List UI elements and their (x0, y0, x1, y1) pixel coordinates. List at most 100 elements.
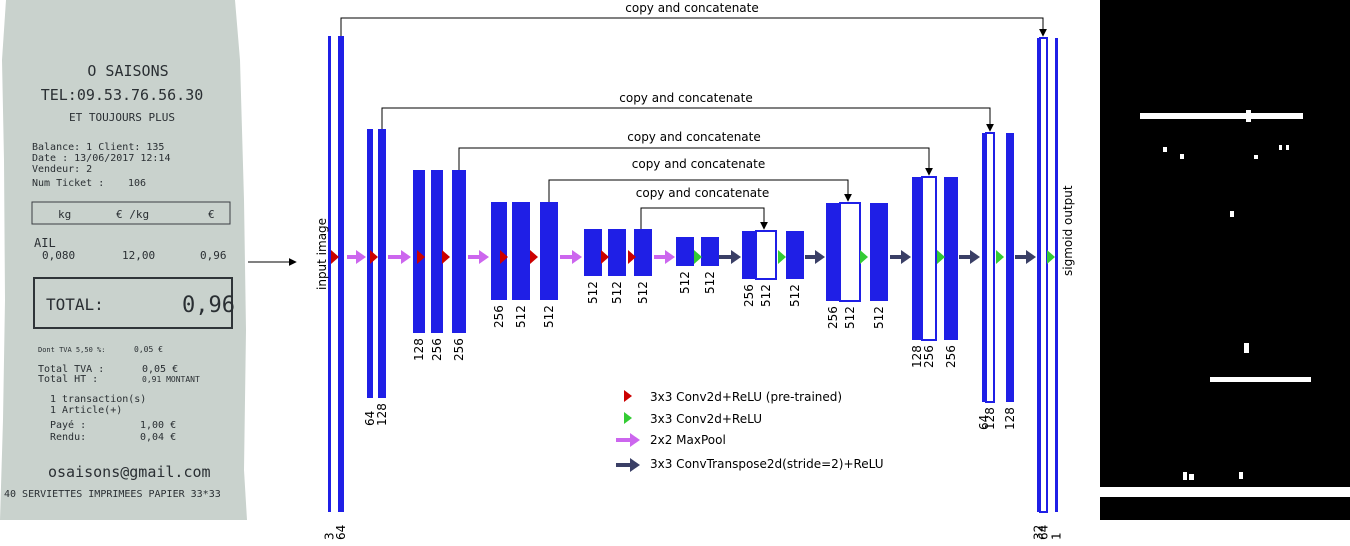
channel-label: 1 (1050, 532, 1064, 540)
receipt-col-eur-kg: € /kg (116, 208, 149, 221)
input-image-label: input image (315, 218, 329, 290)
feature-map (1037, 38, 1040, 512)
receipt-total-tva-value: 0,05 € (142, 364, 178, 375)
feature-map (413, 170, 425, 333)
channel-label: 128 (1003, 407, 1017, 430)
channel-label: 512 (678, 271, 692, 294)
channel-label: 64 (363, 411, 377, 426)
conv-pretrained-marker (331, 250, 339, 264)
feature-map-concat (839, 202, 861, 302)
feature-map (540, 202, 558, 300)
navy-arrow-icon (616, 458, 640, 472)
copy-concat-label: copy and concatenate (625, 1, 759, 15)
channel-label: 256 (742, 284, 756, 307)
conv-marker (937, 250, 945, 264)
feature-map (676, 237, 694, 266)
feature-map (512, 202, 530, 300)
feature-map (378, 129, 386, 398)
legend: 3x3 Conv2d+ReLU (pre-trained) 3x3 Conv2d… (616, 390, 884, 472)
channel-label: 3 (323, 532, 337, 540)
feature-map-concat (921, 176, 937, 341)
feature-map-concat (1039, 37, 1048, 513)
feature-map (491, 202, 507, 300)
copy-concat-label: copy and concatenate (636, 186, 770, 200)
feature-map (912, 177, 922, 340)
channel-label: 128 (910, 345, 924, 368)
receipt-total-label: TOTAL: (46, 295, 104, 314)
receipt-footer: 40 SERVIETTES IMPRIMEES PAPIER 33*33 (4, 489, 221, 500)
receipt-total-ht-label: Total HT : (38, 374, 98, 385)
receipt-total-value: 0,96 (182, 293, 235, 318)
channel-label: 512 (610, 281, 624, 304)
receipt-item-qty: 0,080 (42, 249, 75, 262)
copy-concat-label: copy and concatenate (632, 157, 766, 171)
channel-label: 128 (412, 338, 426, 361)
feature-map (1006, 133, 1014, 402)
channel-label: 512 (586, 281, 600, 304)
channel-label: 256 (826, 306, 840, 329)
channel-label: 256 (492, 305, 506, 328)
feature-map (634, 229, 652, 276)
maxpool-arrow (572, 250, 582, 264)
purple-arrow-icon (616, 433, 640, 447)
channel-label: 512 (872, 306, 886, 329)
red-triangle-icon (624, 390, 632, 402)
channel-label: 512 (542, 305, 556, 328)
receipt-transactions: 1 transaction(s) (50, 394, 146, 405)
copy-concat-connector (458, 147, 933, 176)
receipt-tva-detail: Dont TVA 5,50 %: (38, 346, 105, 354)
conv-marker (694, 250, 702, 264)
channel-label: 64 (977, 415, 991, 430)
receipt-vendeur: Vendeur: 2 (32, 164, 92, 175)
copy-concat-connector (340, 17, 1047, 37)
upconv-arrow (970, 250, 980, 264)
channel-label: 64 (1037, 525, 1051, 540)
receipt-email: osaisons@gmail.com (48, 463, 211, 481)
feature-map (338, 36, 344, 512)
copy-concat-label: copy and concatenate (627, 130, 761, 144)
conv-marker (778, 250, 786, 264)
receipt-ticket-label: Num Ticket : (32, 178, 104, 189)
receipt-balance: Balance: 1 Client: 135 (32, 142, 164, 153)
feature-map (328, 36, 331, 512)
receipt-item-price: 12,00 (122, 249, 155, 262)
feature-map (826, 203, 840, 301)
channel-label: 32 (1032, 525, 1046, 540)
feature-map-blocks (328, 36, 1058, 513)
channel-label: 256 (944, 345, 958, 368)
channel-label: 512 (843, 306, 857, 329)
feature-map (431, 170, 443, 333)
receipt-rendu-value: 0,04 € (140, 432, 176, 443)
upconv-arrow (731, 250, 741, 264)
channel-label: 256 (922, 345, 936, 368)
conv-pretrained-marker (500, 250, 508, 264)
maxpool-arrow (356, 250, 366, 264)
channel-label: 64 (334, 525, 348, 540)
copy-concat-connector (640, 207, 768, 230)
feature-map (742, 231, 756, 279)
receipt-phone: TEL:09.53.76.56.30 (41, 86, 204, 104)
conv-marker (1047, 250, 1055, 264)
receipt-item-total: 0,96 (200, 249, 227, 262)
channel-label: 512 (703, 271, 717, 294)
feature-map (1055, 38, 1058, 512)
channel-label: 256 (430, 338, 444, 361)
upconv-arrow (1026, 250, 1036, 264)
maxpool-arrow (665, 250, 675, 264)
channel-label: 128 (983, 407, 997, 430)
channel-label: 512 (759, 284, 773, 307)
receipt-ticket-no: 106 (128, 178, 146, 189)
receipt-image: O SAISONS TEL:09.53.76.56.30 ET TOUJOURS… (0, 0, 247, 520)
legend-conv: 3x3 Conv2d+ReLU (650, 412, 762, 426)
sigmoid-output-label: sigmoid output (1061, 185, 1075, 276)
feature-map (944, 177, 958, 340)
maxpool-arrow (479, 250, 489, 264)
receipt-total-tva-label: Total TVA : (38, 364, 104, 375)
feature-map (870, 203, 888, 301)
conv-marker (860, 250, 868, 264)
feature-map (982, 133, 986, 402)
output-mask-image (1100, 0, 1350, 520)
receipt-paye-value: 1,00 € (140, 420, 176, 431)
